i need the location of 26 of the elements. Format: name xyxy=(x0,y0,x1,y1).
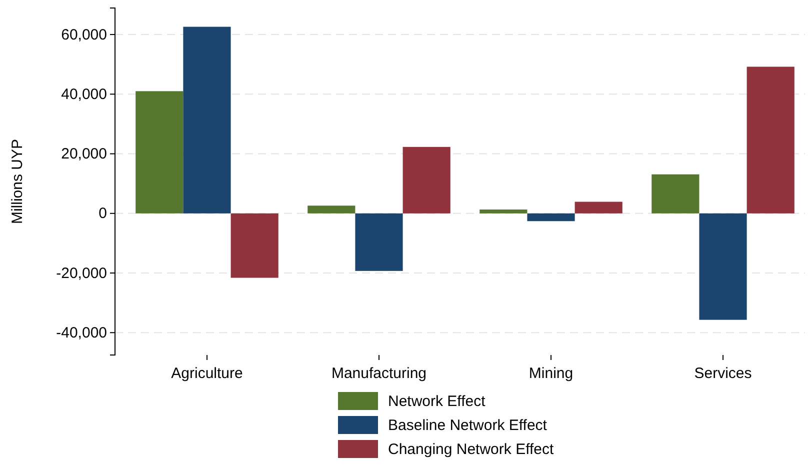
x-tick-label: Mining xyxy=(528,365,574,382)
legend-label: Changing Network Effect xyxy=(388,441,554,458)
y-tick-label: 0 xyxy=(98,205,107,222)
y-tick-label: -20,000 xyxy=(56,264,107,282)
bar xyxy=(355,213,403,271)
bar xyxy=(230,213,278,278)
x-tick-label: Agriculture xyxy=(171,365,243,382)
bar xyxy=(574,202,622,214)
bar xyxy=(527,213,575,222)
legend-label: Baseline Network Effect xyxy=(388,417,548,434)
bar xyxy=(402,146,450,214)
x-tick-label: Manufacturing xyxy=(331,365,427,382)
y-tick-label: 60,000 xyxy=(61,26,107,44)
bar xyxy=(480,210,528,214)
bar xyxy=(308,206,356,214)
y-tick-label: 20,000 xyxy=(61,146,107,163)
bar xyxy=(183,26,231,214)
y-tick-label: 40,000 xyxy=(61,86,107,103)
y-tick-label: -40,000 xyxy=(56,324,107,342)
bar xyxy=(746,66,794,214)
bar xyxy=(699,213,747,320)
legend-label: Network Effect xyxy=(388,393,486,410)
bar xyxy=(136,91,184,214)
y-axis-title: Millions UYP xyxy=(9,138,26,224)
bar xyxy=(652,174,700,214)
x-tick-label: Services xyxy=(694,365,752,382)
